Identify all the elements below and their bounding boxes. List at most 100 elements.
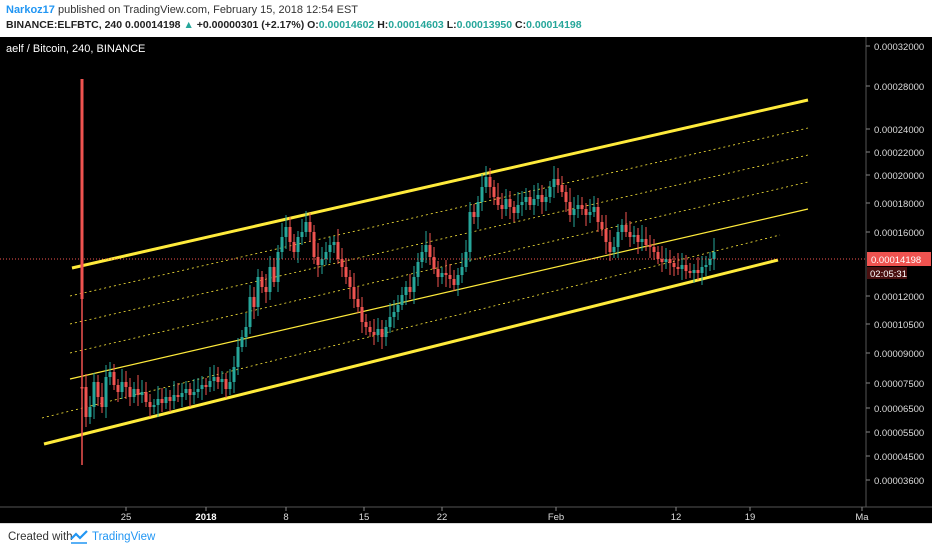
candle-body [212, 377, 216, 381]
candle-body [628, 232, 632, 237]
candle-body [480, 187, 484, 202]
channel-line [41, 234, 781, 419]
open-label: O: [307, 19, 319, 31]
candle-body [196, 389, 200, 392]
candle-body [580, 205, 584, 209]
candle-body [92, 382, 96, 407]
candle-body [88, 407, 92, 417]
candle-body [168, 397, 172, 401]
time-tick-label: 25 [121, 512, 132, 523]
candle-body [272, 267, 276, 282]
candle-body [532, 199, 536, 205]
time-tick-label: 8 [283, 512, 288, 523]
candle-body [208, 381, 212, 387]
candle-body [148, 402, 152, 407]
price-tick-label: 0.00005500 [874, 428, 924, 439]
candle-body [348, 277, 352, 287]
candle-body [424, 245, 428, 252]
candle-body [680, 265, 684, 269]
author-link[interactable]: Narkoz17 [6, 4, 55, 16]
time-tick-label: Ma [855, 512, 869, 523]
candle-body [640, 239, 644, 242]
candle-body [556, 179, 560, 185]
high-label: H: [377, 19, 389, 31]
candle-body [140, 392, 144, 395]
price-tick-label: 0.00018000 [874, 199, 924, 210]
chart-canvas[interactable]: aelf / Bitcoin, 240, BINANCE 0.00032000 0.… [0, 37, 932, 523]
candle-body [568, 202, 572, 215]
candle-body [224, 379, 228, 389]
chart-title: aelf / Bitcoin, 240, BINANCE [6, 43, 145, 55]
candle-body [124, 382, 128, 387]
candle-body [288, 227, 292, 242]
candle-body [160, 399, 164, 403]
publish-line: Narkoz17 published on TradingView.com, F… [6, 4, 358, 16]
candle-body [316, 257, 320, 265]
candle-body [204, 385, 208, 387]
candle-body [104, 377, 108, 407]
candle-body [228, 382, 232, 389]
candle-body [96, 382, 100, 397]
candle-body [588, 212, 592, 215]
tradingview-logo-icon[interactable] [70, 530, 88, 544]
candle-body [688, 271, 692, 273]
candle-body [84, 387, 88, 417]
candle-body [436, 269, 440, 277]
candle-body [620, 225, 624, 232]
candle-body [484, 177, 488, 187]
candle-body [648, 245, 652, 247]
candle-body [440, 273, 444, 277]
candle-body [404, 287, 408, 295]
candle-body [636, 235, 640, 242]
created-with-label: Created with [8, 531, 73, 543]
spike-body [80, 79, 84, 299]
candle-body [396, 305, 400, 312]
candle-body [572, 209, 576, 215]
candle-body [644, 239, 648, 245]
candle-body [508, 199, 512, 207]
publish-info: published on TradingView.com, February 1… [54, 4, 359, 16]
candle-body [232, 367, 236, 382]
candle-body [188, 389, 192, 395]
channel-line [43, 258, 779, 446]
candle-body [292, 242, 296, 252]
low-value: 0.00013950 [456, 19, 513, 31]
candle-body [120, 382, 124, 392]
candle-body [428, 245, 432, 257]
candle-body [180, 393, 184, 397]
candle-body [200, 385, 204, 389]
candle-body [452, 279, 456, 285]
candle-body [560, 185, 564, 192]
candle-body [584, 209, 588, 215]
candle-body [336, 242, 340, 259]
candle-body [460, 267, 464, 275]
price-tick-label: 0.00022000 [874, 148, 924, 159]
candle-body [596, 207, 600, 222]
candle-body [108, 372, 112, 377]
candle-body [456, 275, 460, 285]
candle-body [304, 222, 308, 232]
candle-body [408, 287, 412, 292]
candle-body [244, 327, 248, 337]
tradingview-link[interactable]: TradingView [92, 531, 156, 543]
candle-body [260, 277, 264, 287]
candle-body [136, 389, 140, 395]
candle-body [360, 307, 364, 322]
candle-body [604, 229, 608, 242]
chart-header: Narkoz17 published on TradingView.com, F… [0, 0, 932, 36]
last-price: 0.00014198 [125, 19, 181, 31]
price-tick-label: 0.00004500 [874, 452, 924, 463]
chart-area[interactable]: aelf / Bitcoin, 240, BINANCE 0.00032000 0.… [0, 37, 932, 523]
candle-body [116, 385, 120, 392]
candle-body [660, 259, 664, 262]
channel-line [69, 181, 809, 354]
candle-body [608, 242, 612, 252]
candle-body [712, 252, 716, 259]
candle-body [552, 179, 556, 187]
channel-line [69, 154, 809, 325]
candle-body [172, 395, 176, 401]
candle-body [708, 259, 712, 265]
candle-body [312, 232, 316, 257]
change-value: +0.00000301 (+2.17%) [196, 19, 305, 31]
price-tick-label: 0.00032000 [874, 42, 924, 53]
